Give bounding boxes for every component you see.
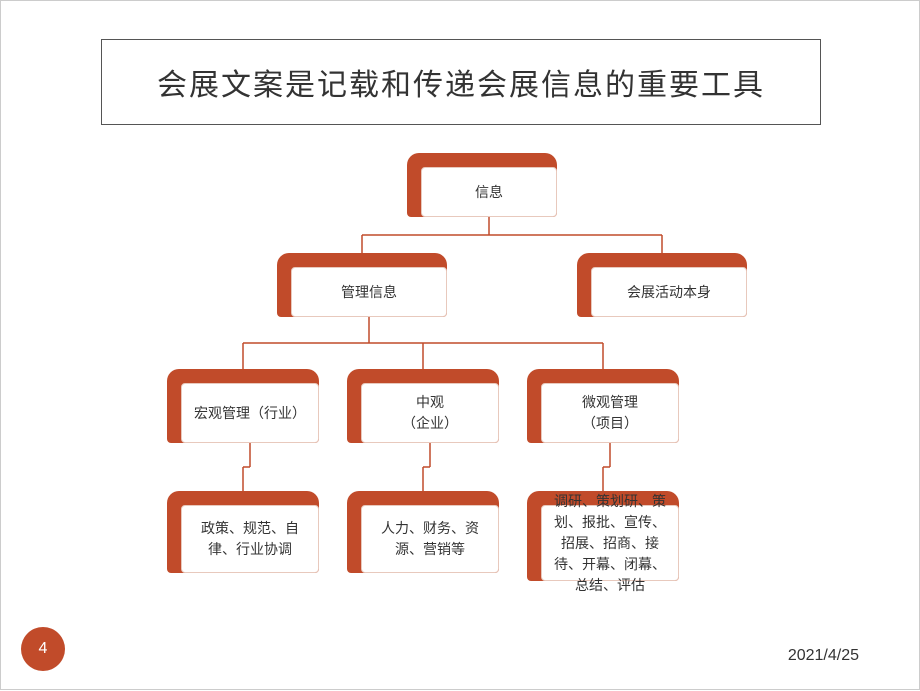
slide-date: 2021/4/25 bbox=[788, 647, 859, 665]
tree-node: 调研、策划研、策划、报批、宣传、招展、招商、接待、开幕、闭幕、总结、评估 bbox=[527, 491, 679, 581]
node-label: 管理信息 bbox=[291, 267, 447, 317]
node-label: 政策、规范、自律、行业协调 bbox=[181, 505, 319, 573]
title-box: 会展文案是记载和传递会展信息的重要工具 bbox=[101, 39, 821, 125]
tree-node: 信息 bbox=[407, 153, 557, 217]
slide: 会展文案是记载和传递会展信息的重要工具 信息管理信息 会展活动本身宏观管理（行业）… bbox=[0, 0, 920, 690]
node-label: 信息 bbox=[421, 167, 557, 217]
tree-node: 中观 （企业） bbox=[347, 369, 499, 443]
page-number-badge: 4 bbox=[21, 627, 65, 671]
page-number: 4 bbox=[39, 640, 48, 658]
tree-node: 微观管理 （项目） bbox=[527, 369, 679, 443]
tree-node: 管理信息 bbox=[277, 253, 447, 317]
tree-node: 人力、财务、资源、营销等 bbox=[347, 491, 499, 573]
node-label: 会展活动本身 bbox=[591, 267, 747, 317]
tree-node: 政策、规范、自律、行业协调 bbox=[167, 491, 319, 573]
node-label: 人力、财务、资源、营销等 bbox=[361, 505, 499, 573]
node-label: 调研、策划研、策划、报批、宣传、招展、招商、接待、开幕、闭幕、总结、评估 bbox=[541, 505, 679, 581]
slide-title: 会展文案是记载和传递会展信息的重要工具 bbox=[157, 60, 765, 104]
tree-node: 宏观管理（行业） bbox=[167, 369, 319, 443]
node-label: 宏观管理（行业） bbox=[181, 383, 319, 443]
node-label: 中观 （企业） bbox=[361, 383, 499, 443]
tree-node: 会展活动本身 bbox=[577, 253, 747, 317]
node-label: 微观管理 （项目） bbox=[541, 383, 679, 443]
